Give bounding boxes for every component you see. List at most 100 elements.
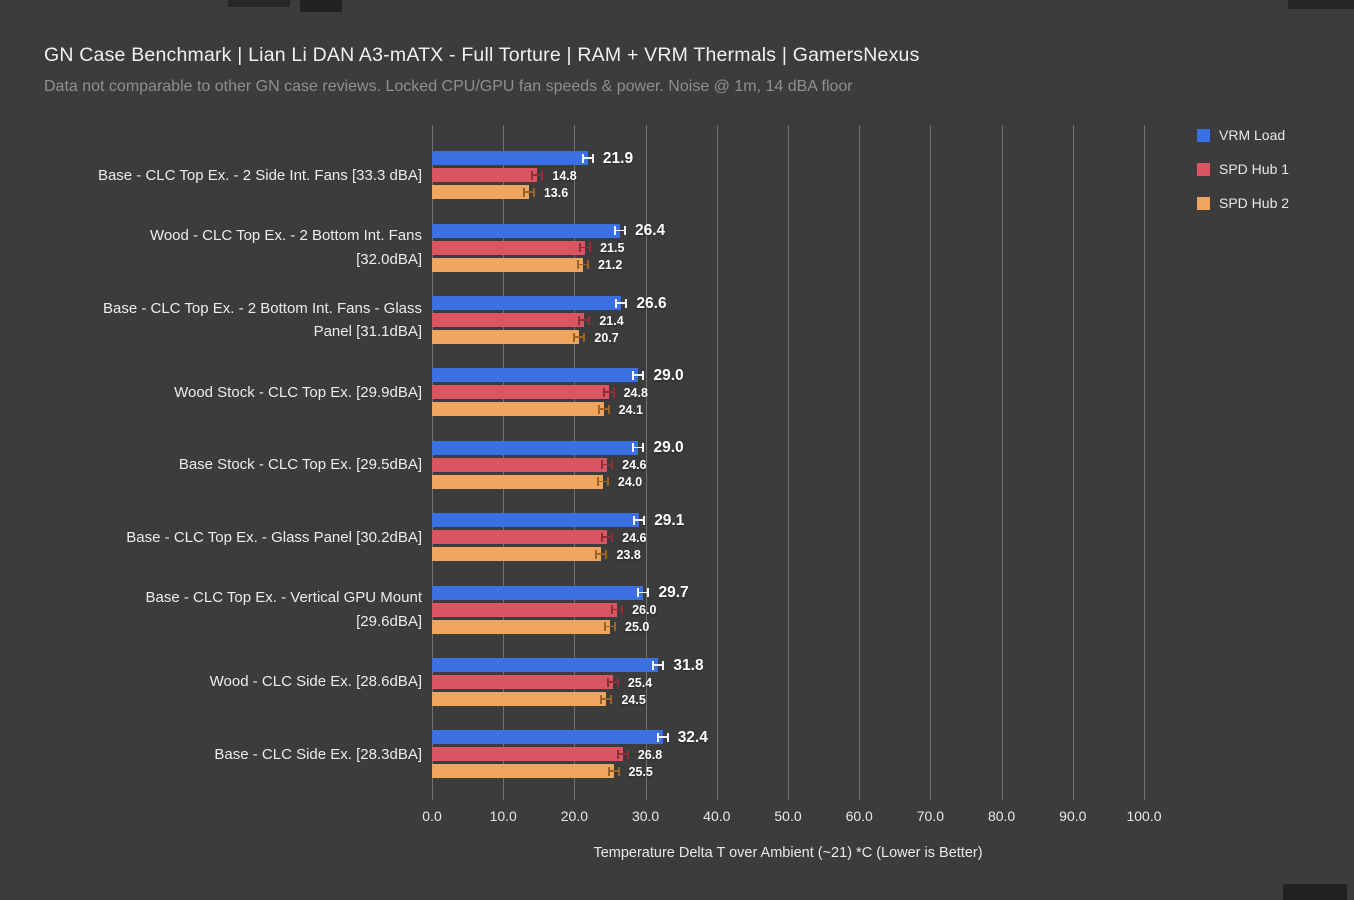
bar-spd-hub-2 [432,692,607,706]
gridline [1001,125,1003,800]
error-bar-cap [607,766,610,776]
bar-vrm-load [432,296,622,310]
error-bar [604,622,616,632]
error-bar [656,732,669,742]
value-label: 29.7 [658,584,689,602]
value-label: 31.8 [673,656,704,674]
bar-spd-hub-1 [432,457,608,472]
error-bar-line [607,770,620,773]
error-bar-cap [579,243,582,253]
category-label: Base - CLC Top Ex. - 2 Bottom Int. Fans … [102,299,422,340]
error-bar [600,694,613,704]
error-bar-line [579,246,592,249]
error-bar-cap [541,170,544,180]
error-bar-cap [643,515,646,525]
error-bar-cap [611,605,614,615]
error-bar-cap [581,153,584,163]
category-label: Wood - CLC Side Ex. [28.6dBA] [209,673,422,691]
error-bar-cap [602,387,605,397]
gridline [1144,125,1145,800]
error-bar-cap [610,694,613,704]
value-label: 24.5 [621,692,646,707]
error-bar-line [637,591,650,594]
x-tick-label: 70.0 [916,808,945,824]
value-label: 20.7 [594,330,619,345]
error-bar-cap [597,404,600,414]
error-bar [522,187,535,197]
x-tick-label: 50.0 [774,808,802,824]
bar-spd-hub-2 [432,185,529,200]
error-bar [602,387,615,397]
error-bar [596,477,609,487]
chart-legend: VRM Load SPD Hub 1 SPD Hub 2 [1197,127,1289,229]
value-label: 21.2 [597,258,623,273]
bar-vrm-load [432,513,640,528]
screen-artifact [1283,884,1347,900]
bar-vrm-load [432,440,639,455]
error-bar-cap [632,370,635,380]
error-bar-cap [604,622,606,632]
value-label: 29.0 [653,439,684,457]
error-bar-line [606,681,619,683]
gridline [788,125,789,800]
value-label: 24.0 [617,475,643,490]
error-bar-cap [616,677,619,687]
error-bar-cap [662,660,665,670]
error-bar-line [652,664,665,666]
screen-artifact [228,0,290,7]
error-bar [633,515,646,525]
error-bar-cap [616,749,619,759]
error-bar-cap [637,588,640,598]
category-label: Base Stock - CLC Top Ex. [29.5dBA] [178,456,422,474]
x-tick-label: 30.0 [631,808,660,824]
error-bar-cap [606,677,609,687]
value-label: 24.1 [618,402,643,417]
error-bar-cap [614,622,616,632]
error-bar-cap [588,315,591,325]
bar-vrm-load [432,658,659,672]
error-bar-cap [589,243,592,253]
chart-subtitle: Data not comparable to other GN case rev… [44,78,853,95]
bar-spd-hub-2 [432,547,602,562]
error-bar-line [578,319,591,321]
legend-item-spd-hub-2: SPD Hub 2 [1197,195,1289,211]
error-bar-cap [613,226,616,236]
bar-vrm-load [432,223,620,238]
gridline [859,125,861,800]
error-bar-cap [652,660,655,670]
gridline [1072,125,1074,800]
error-bar-cap [596,477,599,487]
legend-label: SPD Hub 2 [1219,195,1290,211]
error-bar-cap [621,605,624,615]
error-bar [601,460,614,470]
error-bar [611,605,624,615]
error-bar-line [633,519,646,521]
error-bar-line [615,302,628,304]
x-tick-label: 80.0 [987,808,1016,824]
error-bar-cap [576,260,579,270]
value-label: 24.6 [622,458,647,473]
error-bar-line [595,553,608,555]
x-tick-label: 60.0 [845,808,873,824]
bar-spd-hub-1 [432,747,623,762]
error-bar-cap [522,187,525,197]
error-bar [616,749,629,759]
x-tick-label: 40.0 [703,808,731,824]
error-bar-cap [532,187,535,197]
error-bar [581,153,594,163]
gridline [645,125,647,800]
error-bar-cap [625,298,628,308]
value-label: 25.5 [628,764,653,779]
error-bar-cap [606,477,609,487]
bar-vrm-load [432,151,588,166]
bar-spd-hub-1 [432,240,586,255]
value-label: 14.8 [552,168,577,183]
error-bar-cap [595,549,598,559]
x-tick-label: 90.0 [1059,808,1087,824]
error-bar-cap [573,332,576,342]
legend-item-spd-hub-1: SPD Hub 1 [1197,161,1289,177]
value-label: 29.1 [654,511,685,529]
error-bar-line [573,336,586,338]
screen-artifact [1288,0,1354,9]
x-tick-label: 20.0 [560,808,589,824]
